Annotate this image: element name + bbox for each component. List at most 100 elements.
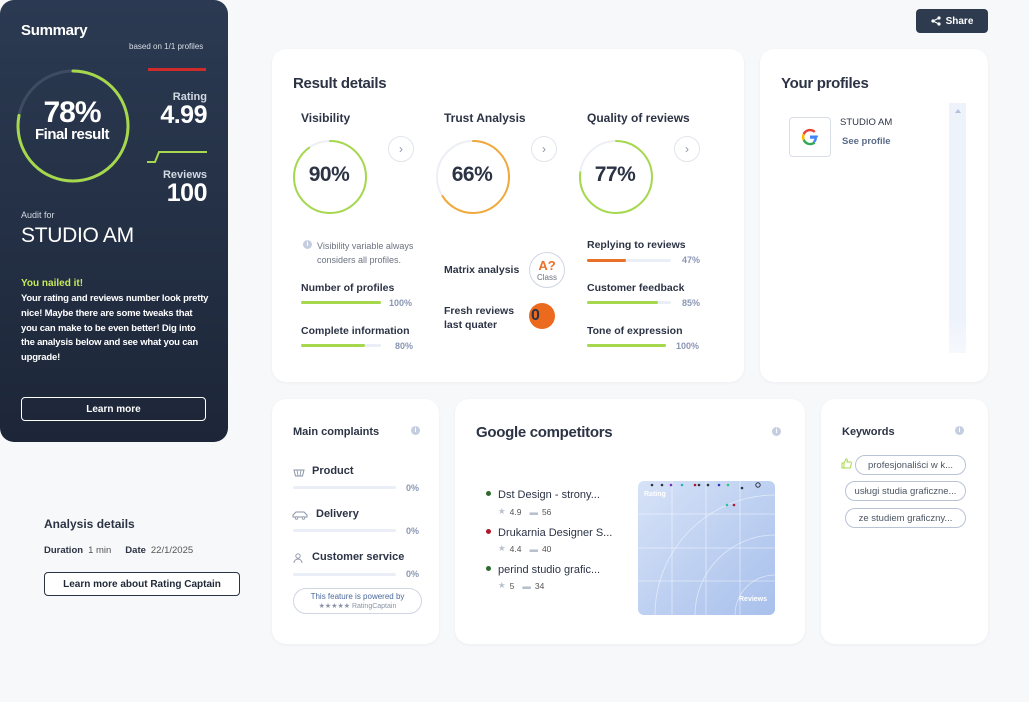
metric-complete-information-bar — [301, 344, 381, 347]
competitor-3-dot — [486, 566, 491, 571]
metric-complete-information-percent: 80% — [395, 341, 414, 351]
complaints-card: Main complaints i Product 0% Delivery 0%… — [272, 399, 439, 644]
metric-replying-percent: 47% — [682, 255, 701, 265]
profiles-scrollbar[interactable] — [949, 103, 966, 353]
date-value: 22/1/2025 — [150, 545, 194, 556]
star-icon: ★ — [498, 506, 506, 516]
audit-for-label: Audit for — [21, 210, 55, 220]
powered-by-badge[interactable]: This feature is powered by ★★★★★ RatingC… — [293, 588, 422, 614]
chevron-right-icon: › — [542, 142, 546, 156]
metric-customer-feedback-label: Customer feedback — [587, 282, 685, 294]
fresh-reviews-label: Fresh reviews last quater — [444, 305, 515, 331]
metric-number-of-profiles-label: Number of profiles — [301, 282, 395, 294]
learn-more-button[interactable]: Learn more — [21, 397, 206, 421]
competitor-1-dot — [486, 491, 491, 496]
chevron-right-icon: › — [685, 142, 689, 156]
final-result-percent: 78% — [43, 96, 101, 129]
quality-ring — [579, 140, 653, 214]
profiles-card: Your profiles STUDIO AM See profile — [760, 49, 988, 382]
trust-ring — [436, 140, 510, 214]
complaint-service-bar — [293, 573, 396, 576]
trust-expand-button[interactable]: › — [531, 136, 557, 162]
matrix-class-label: Class — [536, 273, 557, 282]
visibility-title: Visibility — [301, 111, 351, 125]
competitor-2-reviews: 40 — [541, 543, 552, 554]
complaint-delivery-percent: 0% — [406, 526, 420, 536]
competitor-2-name[interactable]: Drukarnia Designer S... — [498, 527, 613, 539]
keywords-title: Keywords — [842, 426, 895, 438]
info-icon[interactable]: i — [411, 426, 420, 435]
date-label: Date — [125, 545, 146, 556]
comment-icon: ▬ — [522, 580, 531, 591]
competitor-1-reviews: 56 — [541, 506, 552, 517]
trust-analysis-title: Trust Analysis — [444, 111, 526, 125]
metric-replying-label: Replying to reviews — [587, 239, 686, 251]
metric-customer-feedback-bar — [587, 301, 671, 304]
competitor-matrix-plot: Rating Reviews — [638, 481, 775, 615]
metric-number-of-profiles-bar — [301, 301, 381, 304]
quality-percent: 77% — [594, 163, 636, 186]
competitor-1-name[interactable]: Dst Design - strony... — [498, 489, 600, 501]
visibility-note: Visibility variable always considers all… — [317, 241, 414, 265]
result-details-title: Result details — [293, 75, 387, 92]
powered-by-text: This feature is powered by — [310, 592, 405, 601]
info-icon[interactable]: i — [955, 426, 964, 435]
analysis-details-title: Analysis details — [44, 517, 135, 531]
keywords-card: Keywords i profesjonaliści w k... usługi… — [821, 399, 988, 644]
learn-more-rating-captain-button[interactable]: Learn more about Rating Captain — [44, 572, 240, 596]
quality-expand-button[interactable]: › — [674, 136, 700, 162]
trust-percent: 66% — [451, 163, 493, 186]
analysis-details-row: Duration 1 min Date 22/1/2025 — [44, 545, 193, 556]
rating-line — [148, 68, 206, 71]
competitor-3-reviews: 34 — [534, 580, 545, 591]
basket-icon — [293, 469, 305, 477]
profile-google-box[interactable] — [789, 117, 831, 157]
visibility-ring — [293, 140, 367, 214]
profiles-title: Your profiles — [781, 75, 869, 92]
visibility-percent: 90% — [308, 163, 350, 186]
metric-tone-percent: 100% — [676, 341, 700, 351]
complaint-service-label: Customer service — [312, 551, 405, 563]
plot-reviews-label: Reviews — [739, 596, 768, 603]
matrix-class-badge: A? Class — [529, 252, 565, 288]
audit-name: STUDIO AM — [21, 224, 134, 247]
share-button[interactable]: Share — [916, 9, 988, 33]
see-profile-link[interactable]: See profile — [842, 136, 891, 147]
competitor-3-meta: ★ 5 ▬ 34 — [498, 580, 544, 591]
complaint-delivery-label: Delivery — [316, 508, 359, 520]
star-icon: ★ — [498, 580, 506, 590]
competitor-2-dot — [486, 529, 491, 534]
rating-value: 4.99 — [160, 101, 207, 129]
metric-tone-bar — [587, 344, 666, 347]
profile-name: STUDIO AM — [840, 117, 893, 128]
matrix-grade: A? — [538, 258, 556, 273]
reviews-value: 100 — [166, 179, 208, 207]
reviews-trend-line — [147, 151, 207, 163]
fresh-reviews-value: 0 — [531, 307, 540, 324]
keyword-chip[interactable]: profesjonaliści w k... — [855, 455, 966, 475]
comment-icon: ▬ — [529, 543, 538, 554]
complaint-service-percent: 0% — [406, 569, 420, 579]
visibility-expand-button[interactable]: › — [388, 136, 414, 162]
matrix-grid — [638, 481, 775, 615]
result-details-card: Result details Visibility 90% › i Visibi… — [272, 49, 744, 382]
person-icon — [293, 553, 303, 563]
chevron-right-icon: › — [399, 142, 403, 156]
complaints-title: Main complaints — [293, 426, 380, 438]
info-icon[interactable]: i — [772, 427, 781, 436]
summary-headline: You nailed it! — [21, 278, 84, 289]
keyword-chip[interactable]: usługi studia graficzne... — [845, 481, 966, 501]
scroll-up-icon[interactable] — [954, 109, 961, 113]
complaint-delivery-bar — [293, 529, 396, 532]
keyword-chip[interactable]: ze studiem graficzny... — [845, 508, 966, 528]
matrix-points — [650, 482, 761, 507]
competitor-3-name[interactable]: perind studio grafic... — [498, 564, 601, 576]
competitor-2-rating: 4.4 — [509, 543, 522, 554]
competitors-title: Google competitors — [476, 424, 613, 441]
thumbs-up-icon — [841, 458, 852, 469]
duration-value: 1 min — [88, 545, 112, 556]
fresh-reviews-badge: 0 — [529, 303, 555, 329]
metric-customer-feedback-percent: 85% — [682, 298, 701, 308]
plot-rating-label: Rating — [644, 491, 666, 498]
based-on-text: based on 1/1 profiles — [129, 42, 204, 51]
